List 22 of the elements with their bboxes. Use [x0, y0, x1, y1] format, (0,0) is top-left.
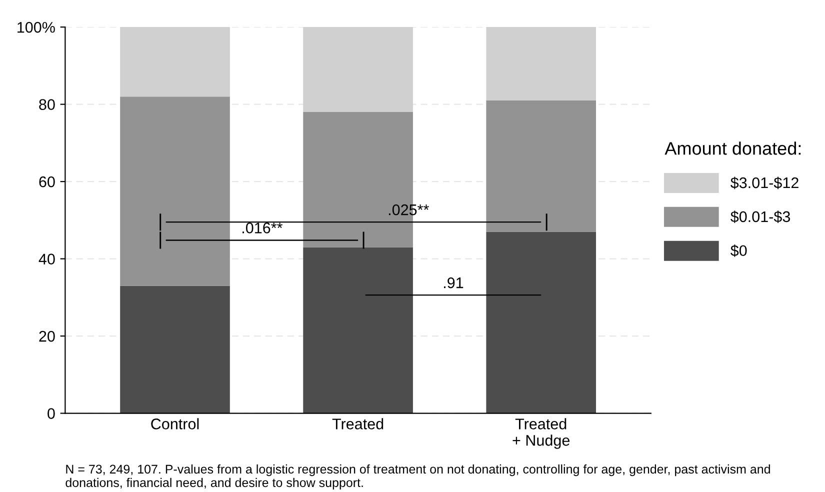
y-tick-label: 40 — [38, 254, 55, 264]
bar — [120, 286, 230, 414]
bar — [486, 27, 596, 100]
annotation: .91 — [444, 277, 464, 288]
x-tick-label: Treated — [332, 418, 384, 430]
y-tick-label: 100% — [18, 22, 55, 33]
annotation: .016** — [242, 222, 283, 234]
legend-title: Amount donated: — [664, 142, 801, 155]
y-tick-label: 80 — [39, 99, 55, 110]
y-tick-label: 20 — [39, 330, 55, 342]
legend-label: $0.01-$3 — [730, 210, 790, 224]
y-tick-label: 0 — [48, 408, 55, 419]
text: N = 73, 249, 107. P-values from a logistic regression of treatment on not donating, controlling for age, gender, past activism and donations, financial need, and desire to show support. — [66, 464, 770, 490]
bar — [486, 232, 596, 414]
x-tick-label: Treated + Nudge — [512, 418, 570, 449]
bar — [486, 100, 596, 232]
y-tick-label: 60 — [39, 176, 55, 188]
bar — [120, 27, 230, 97]
x-tick-label: Control — [151, 418, 199, 430]
bar — [303, 27, 413, 112]
legend-label: $3.01-$12 — [730, 176, 798, 190]
legend-label: $0 — [730, 244, 747, 257]
